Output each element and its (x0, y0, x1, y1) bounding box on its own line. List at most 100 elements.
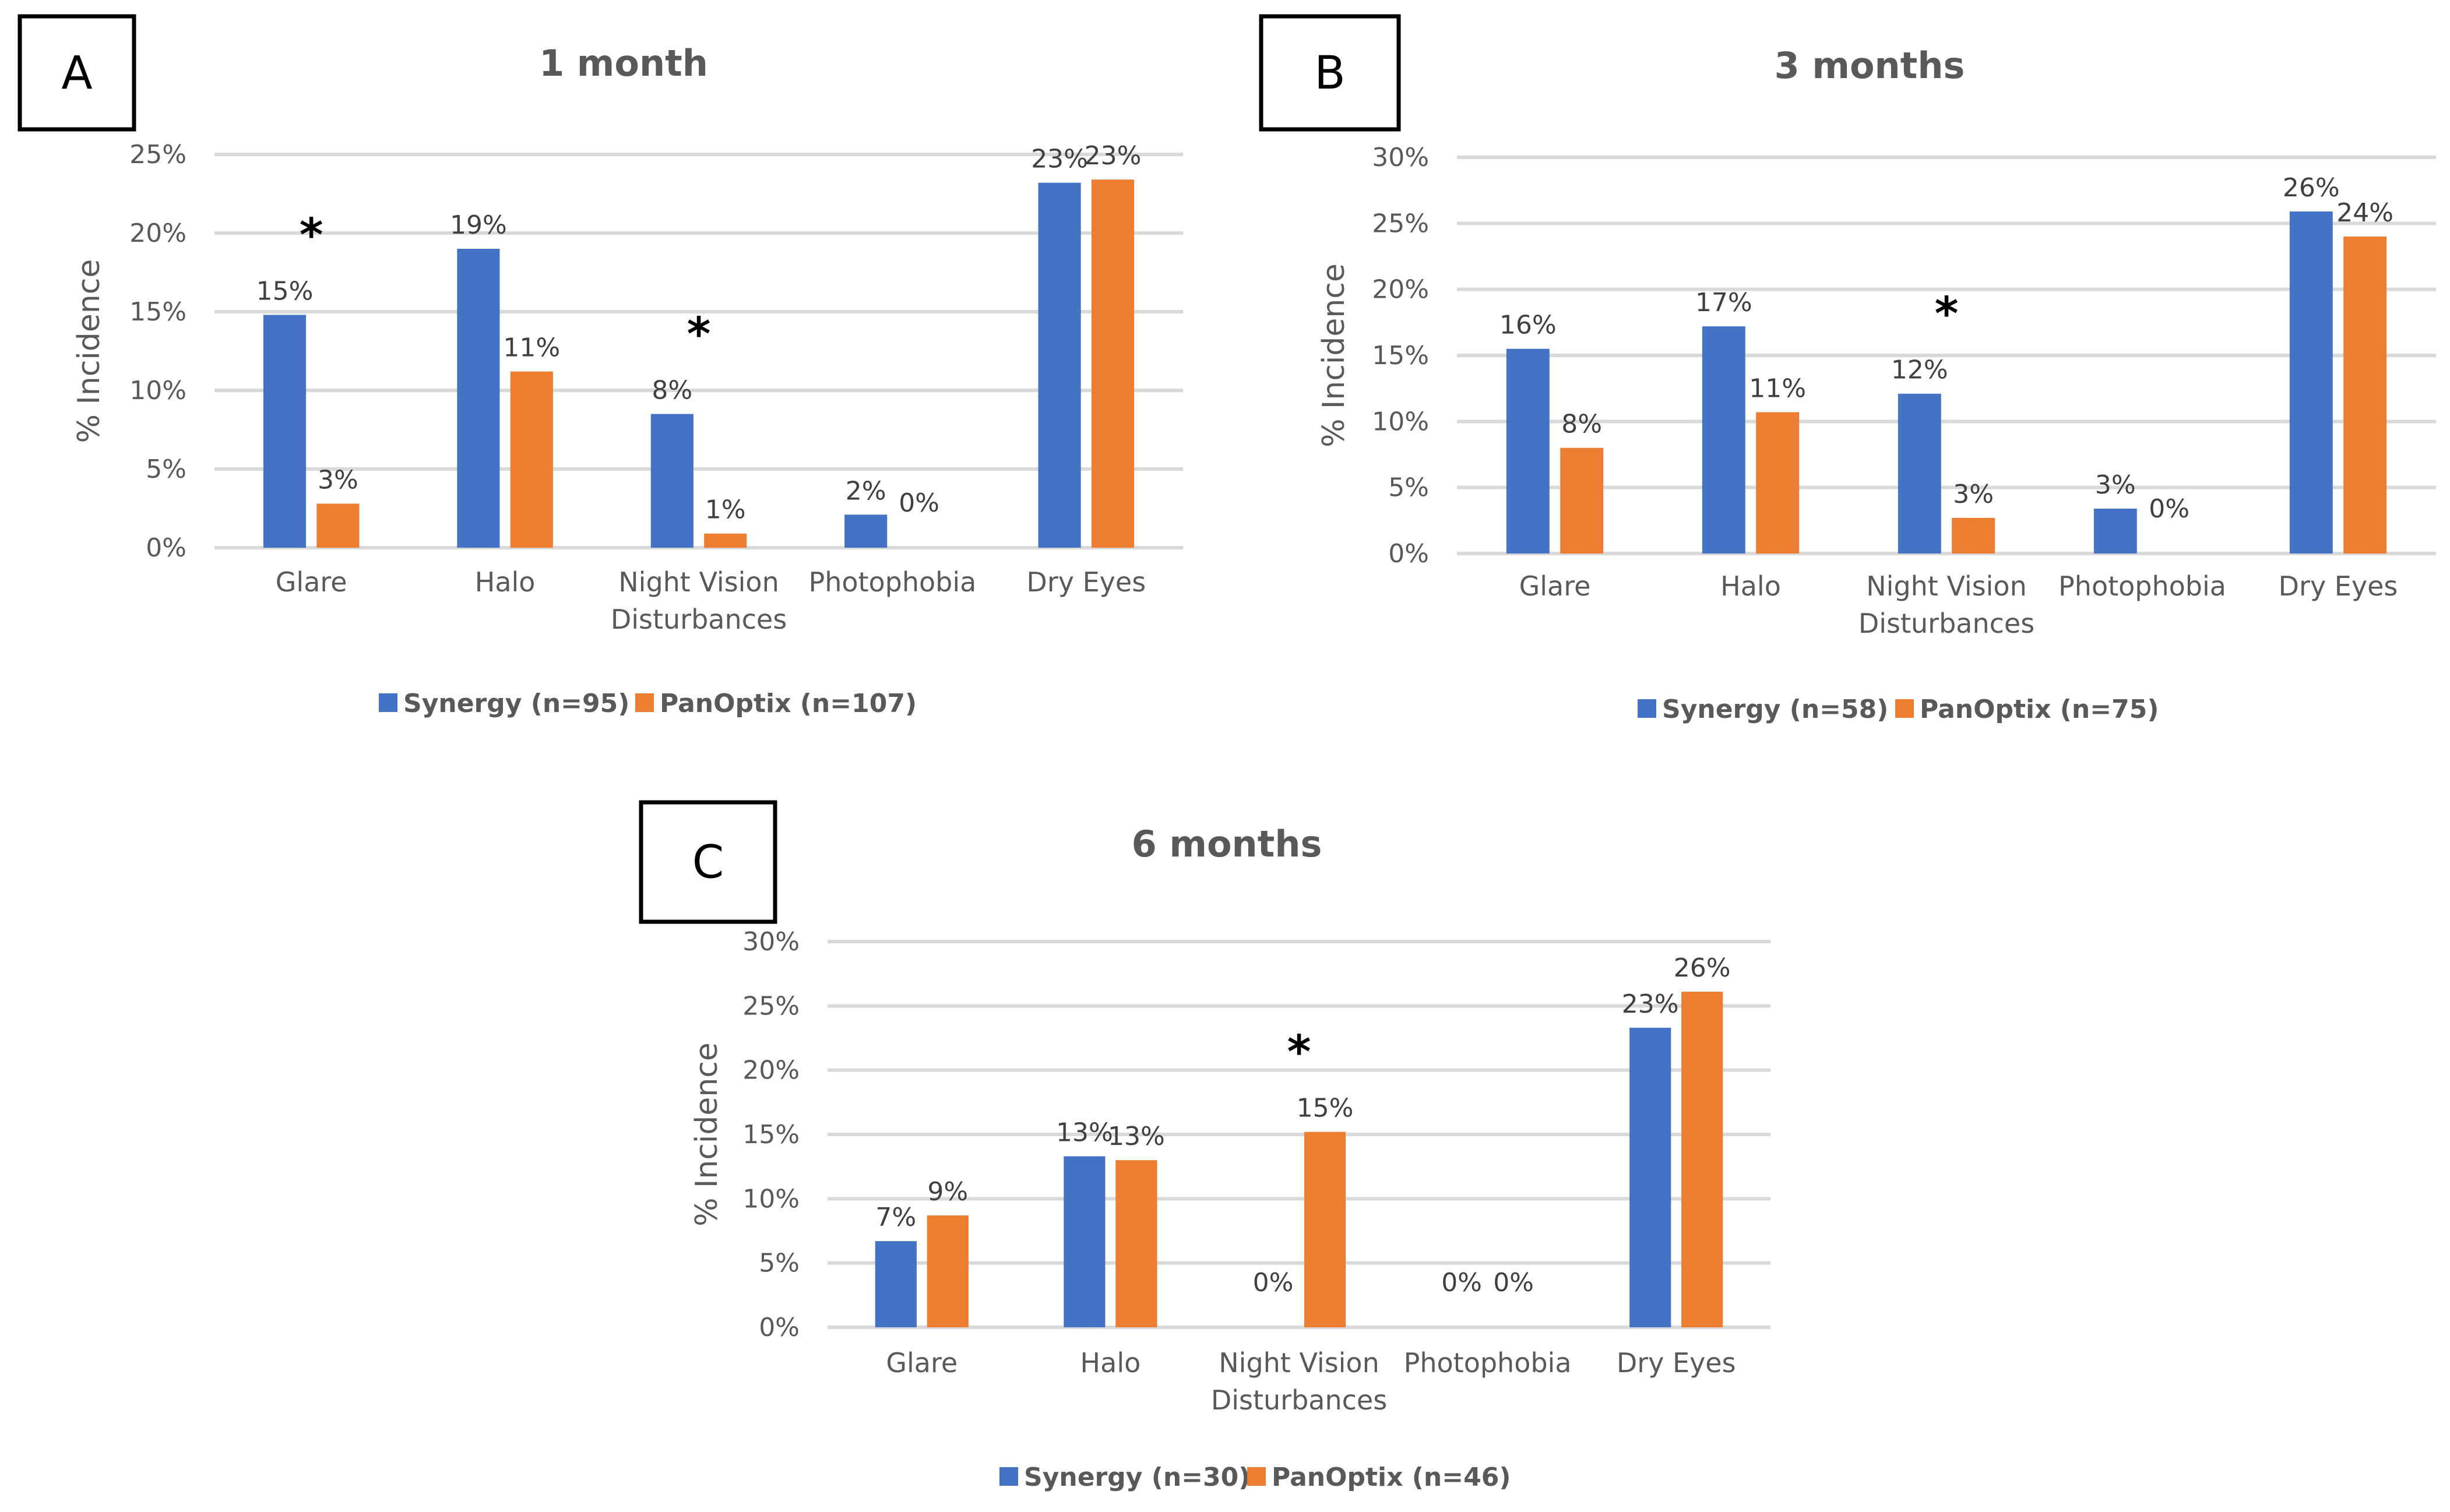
x-category-label: Glare (886, 1347, 958, 1379)
significance-marker: * (1287, 1027, 1311, 1079)
data-label-synergy-4: 23% (1031, 144, 1088, 174)
data-label-panoptix-3: 0% (2149, 494, 2189, 524)
y-tick-label: 0% (759, 1313, 800, 1342)
data-label-panoptix-1: 11% (1749, 373, 1806, 403)
y-axis-label: % Incidence (1316, 263, 1351, 447)
y-tick-label: 0% (1388, 539, 1429, 569)
bar-panoptix-1 (1115, 1160, 1157, 1327)
bar-synergy-4 (1629, 1027, 1671, 1327)
y-tick-label: 30% (1372, 143, 1429, 172)
bar-panoptix-0 (1560, 447, 1604, 554)
bar-synergy-1 (1702, 326, 1745, 554)
x-category-label: Night Vision (618, 566, 779, 598)
chart-panel-b: B 3 months 0% 5% 10% 15% 20% 25% 30% % Incidence 1… (1235, 0, 2450, 757)
data-label-panoptix-0: 9% (927, 1177, 968, 1207)
y-tick-label: 20% (742, 1056, 800, 1085)
x-category-label: Glare (276, 566, 347, 598)
significance-marker: * (300, 209, 323, 262)
panel-letter: C (692, 837, 724, 889)
bar-synergy-3 (844, 514, 888, 548)
y-tick-label: 30% (742, 927, 800, 957)
bar-synergy-4 (1038, 182, 1081, 548)
x-category-label: Photophobia (2058, 570, 2226, 602)
x-category-label: Glare (1519, 570, 1591, 602)
panel-letter: A (61, 47, 92, 100)
x-category-label: Photophobia (808, 566, 976, 598)
y-tick-label: 5% (759, 1249, 800, 1278)
y-tick-label: 15% (129, 297, 186, 327)
data-label-panoptix-4: 26% (1674, 953, 1731, 983)
bar-panoptix-4 (1091, 179, 1135, 548)
chart-a-svg: A 1 month 0% 5% 10% 15% 20% 25% % Incidence 15% 3%… (17, 14, 1183, 718)
chart-panel-a: A 1 month 0% 5% 10% 15% 20% 25% % Incidence 15% 3%… (0, 0, 1235, 757)
data-label-panoptix-2: 1% (705, 495, 746, 525)
bar-panoptix-1 (510, 371, 553, 548)
data-label-synergy-4: 26% (2283, 173, 2340, 203)
data-label-panoptix-1: 13% (1108, 1122, 1165, 1151)
significance-marker: * (687, 309, 711, 361)
legend-swatch-synergy (1638, 699, 1656, 718)
chart-panel-c: C 6 months 0% 5% 10% 15% 20% 25% 30% % Incidence 7… (618, 781, 1853, 1509)
bar-panoptix-2 (1304, 1132, 1346, 1327)
legend-label-synergy: Synergy (n=95) (403, 689, 629, 718)
panel-letter-box (1259, 14, 1401, 132)
chart-c-svg: C 6 months 0% 5% 10% 15% 20% 25% 30% % Incidence 7… (639, 800, 1770, 1492)
data-label-synergy-3: 0% (1441, 1268, 1482, 1298)
legend-swatch-panoptix (1247, 1467, 1266, 1486)
x-category-label: Disturbances (1211, 1384, 1387, 1416)
bar-panoptix-4 (2343, 237, 2387, 554)
y-tick-label: 20% (129, 218, 186, 248)
panel-letter-box (639, 800, 777, 924)
legend-swatch-synergy (379, 693, 397, 712)
data-label-synergy-0: 16% (1499, 311, 1557, 340)
y-tick-label: 25% (1372, 209, 1429, 238)
x-category-label: Disturbances (1858, 608, 2034, 639)
chart-b-svg: B 3 months 0% 5% 10% 15% 20% 25% 30% % Incidence 1… (1259, 14, 2436, 724)
y-tick-label: 20% (1372, 275, 1429, 305)
y-tick-label: 10% (1372, 407, 1429, 436)
bar-synergy-3 (2093, 508, 2137, 554)
data-label-synergy-1: 17% (1695, 288, 1752, 318)
legend-label-synergy: Synergy (n=58) (1662, 695, 1888, 724)
y-tick-label: 5% (1388, 473, 1429, 503)
x-category-label: Halo (1720, 570, 1781, 602)
data-label-panoptix-0: 8% (1561, 410, 1602, 439)
x-category-label: Photophobia (1404, 1347, 1572, 1379)
data-label-synergy-3: 2% (846, 476, 886, 506)
y-tick-label: 0% (146, 533, 186, 563)
bar-synergy-1 (457, 249, 500, 548)
bar-panoptix-2 (1952, 517, 1995, 554)
y-axis-label: % Incidence (689, 1042, 724, 1226)
data-label-panoptix-1: 11% (503, 333, 560, 363)
x-category-label: Dry Eyes (1617, 1347, 1736, 1379)
data-label-synergy-3: 3% (2095, 470, 2136, 500)
y-tick-label: 15% (742, 1120, 800, 1150)
data-label-panoptix-4: 24% (2336, 198, 2393, 228)
y-tick-label: 25% (742, 991, 800, 1021)
data-label-synergy-1: 13% (1056, 1118, 1113, 1148)
data-label-panoptix-0: 3% (318, 465, 358, 495)
y-tick-label: 25% (129, 140, 186, 170)
panel-letter-box (17, 14, 136, 132)
data-label-synergy-4: 23% (1622, 989, 1679, 1019)
x-category-label: Night Vision (1219, 1347, 1379, 1379)
x-category-label: Night Vision (1866, 570, 2026, 602)
data-label-synergy-1: 19% (450, 210, 507, 240)
bar-synergy-2 (650, 414, 694, 548)
y-tick-label: 15% (1372, 341, 1429, 371)
y-tick-label: 5% (146, 454, 186, 484)
data-label-synergy-0: 7% (875, 1203, 916, 1232)
data-label-panoptix-3: 0% (1493, 1268, 1534, 1298)
chart-title: 1 month (539, 42, 708, 84)
y-tick-label: 10% (129, 376, 186, 406)
x-category-label: Halo (1080, 1347, 1141, 1379)
legend-label-panoptix: PanOptix (n=75) (1920, 695, 2159, 724)
bar-synergy-1 (1064, 1156, 1106, 1327)
legend-swatch-synergy (999, 1467, 1018, 1486)
bar-synergy-4 (2289, 211, 2333, 554)
bar-synergy-0 (263, 315, 307, 548)
bar-synergy-0 (1506, 348, 1550, 554)
data-label-panoptix-2: 3% (1953, 480, 1994, 509)
legend-label-synergy: Synergy (n=30) (1024, 1462, 1250, 1492)
bar-synergy-0 (875, 1241, 917, 1327)
